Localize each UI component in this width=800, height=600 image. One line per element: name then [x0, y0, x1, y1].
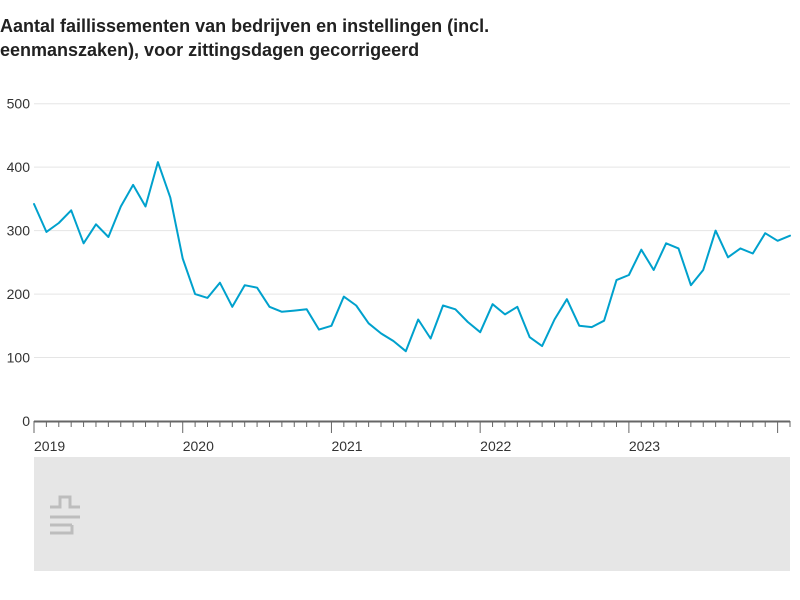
- title-line-1: Aantal faillissementen van bedrijven en …: [0, 16, 489, 36]
- y-tick-label: 100: [7, 349, 31, 365]
- line-chart: 0 100 200 300 400 500 2019 2020 2021 2022 2023: [0, 71, 800, 591]
- y-tick-label: 200: [7, 286, 31, 302]
- x-year-label: 2019: [34, 438, 65, 454]
- chart-title: Aantal faillissementen van bedrijven en …: [0, 0, 800, 63]
- y-tick-label: 0: [22, 413, 30, 429]
- y-tick-label: 500: [7, 95, 31, 111]
- x-year-label: 2021: [331, 438, 362, 454]
- footer-band: [34, 457, 790, 571]
- y-tick-label: 400: [7, 159, 31, 175]
- x-year-label: 2022: [480, 438, 511, 454]
- y-tick-label: 300: [7, 222, 31, 238]
- chart-area: 0 100 200 300 400 500 2019 2020 2021 2022 2023: [0, 71, 800, 591]
- title-line-2: eenmanszaken), voor zittingsdagen gecorr…: [0, 40, 419, 60]
- x-year-label: 2020: [183, 438, 214, 454]
- x-year-label: 2023: [629, 438, 660, 454]
